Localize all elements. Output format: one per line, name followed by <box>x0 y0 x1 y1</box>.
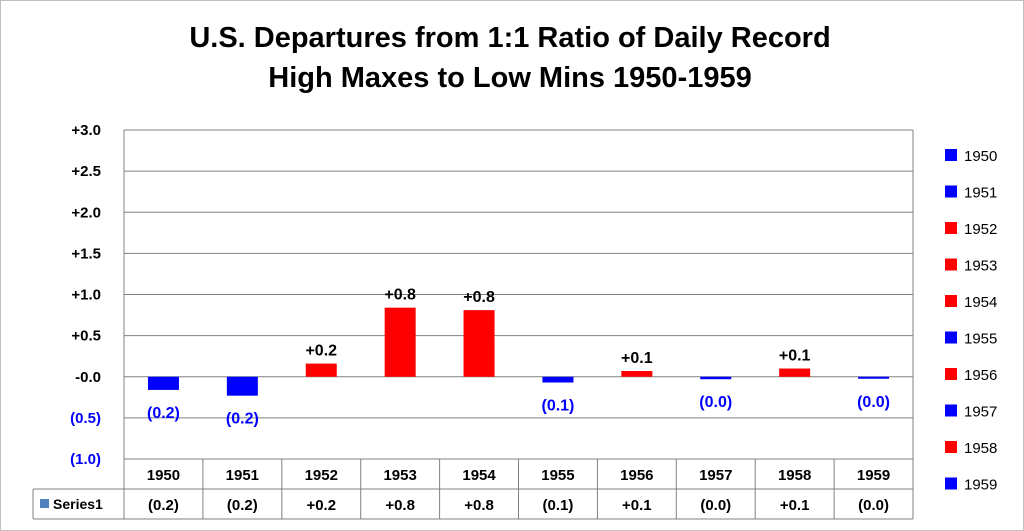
table-category-1953: 1953 <box>383 467 416 484</box>
legend-swatch-1951 <box>945 185 957 198</box>
bar-1958 <box>779 368 811 377</box>
bar-1954 <box>463 310 495 377</box>
table-category-1958: 1958 <box>778 467 811 484</box>
table-category-1954: 1954 <box>462 467 496 484</box>
legend-swatch-1956 <box>945 368 957 380</box>
data-label-1951: (0.2) <box>226 411 259 428</box>
y-tick-label: (0.5) <box>70 410 101 427</box>
chart-title: U.S. Departures from 1:1 Ratio of Daily … <box>120 18 900 98</box>
table-category-1957: 1957 <box>699 467 732 484</box>
data-label-1956: +0.1 <box>621 350 653 367</box>
table-category-1951: 1951 <box>226 467 259 484</box>
legend-label-1953: 1953 <box>964 258 997 275</box>
data-label-1955: (0.1) <box>541 398 574 415</box>
legend-label-1957: 1957 <box>964 404 997 421</box>
legend-swatch-1954 <box>945 295 957 307</box>
y-tick-label: +2.5 <box>71 163 101 180</box>
table-category-1952: 1952 <box>305 467 338 484</box>
legend-swatch-1950 <box>945 149 957 161</box>
series-marker <box>40 499 49 508</box>
legend-swatch-1952 <box>945 222 957 234</box>
bar-1950 <box>147 376 179 390</box>
table-value-1951: (0.2) <box>227 497 258 514</box>
data-label-1954: +0.8 <box>463 289 495 306</box>
table-value-1959: (0.0) <box>858 497 889 514</box>
legend-swatch-1955 <box>945 331 957 344</box>
table-category-1959: 1959 <box>857 467 890 484</box>
y-tick-label: +1.0 <box>71 287 101 304</box>
bar-1953 <box>384 307 416 377</box>
table-value-1950: (0.2) <box>148 497 179 514</box>
chart-title-line-1: U.S. Departures from 1:1 Ratio of Daily … <box>189 22 831 54</box>
legend-label-1954: 1954 <box>964 294 997 311</box>
data-label-1950: (0.2) <box>147 405 180 422</box>
bar-1959 <box>858 376 890 379</box>
table-category-1956: 1956 <box>620 467 653 484</box>
legend-label-1959: 1959 <box>964 477 997 494</box>
table-category-1950: 1950 <box>147 467 180 484</box>
legend-label-1956: 1956 <box>964 367 997 384</box>
table-value-1954: +0.8 <box>464 497 494 514</box>
data-label-1952: +0.2 <box>305 343 337 360</box>
bar-1956 <box>621 370 653 377</box>
series-name: Series1 <box>53 496 103 512</box>
table-category-1955: 1955 <box>541 467 574 484</box>
data-label-1957: (0.0) <box>699 394 732 411</box>
legend-label-1952: 1952 <box>964 221 997 238</box>
data-label-1959: (0.0) <box>857 394 890 411</box>
bar-1955 <box>542 376 574 383</box>
table-value-1957: (0.0) <box>700 497 731 514</box>
legend-label-1955: 1955 <box>964 331 997 348</box>
legend-swatch-1958 <box>945 441 957 453</box>
table-value-1955: (0.1) <box>543 497 574 514</box>
bar-1957 <box>700 376 732 380</box>
y-tick-label: +0.5 <box>71 328 101 345</box>
y-tick-label: -0.0 <box>75 369 101 386</box>
legend-swatch-1957 <box>945 404 957 417</box>
legend-label-1951: 1951 <box>964 185 997 202</box>
table-value-1958: +0.1 <box>780 497 810 514</box>
legend-swatch-1953 <box>945 258 957 271</box>
y-tick-label: +2.0 <box>71 204 101 221</box>
table-value-1952: +0.2 <box>306 497 336 514</box>
legend-label-1950: 1950 <box>964 148 997 165</box>
bar-1951 <box>226 376 258 396</box>
y-tick-label: +3.0 <box>71 122 101 139</box>
y-tick-label: +1.5 <box>71 245 101 262</box>
bar-1952 <box>305 363 337 377</box>
chart-title-line-2: High Maxes to Low Mins 1950-1959 <box>268 62 752 94</box>
data-label-1958: +0.1 <box>779 348 811 365</box>
legend-label-1958: 1958 <box>964 440 997 457</box>
data-label-1953: +0.8 <box>384 287 416 304</box>
y-tick-label: (1.0) <box>70 451 101 468</box>
legend-swatch-1959 <box>945 477 957 490</box>
table-value-1956: +0.1 <box>622 497 652 514</box>
table-value-1953: +0.8 <box>385 497 415 514</box>
